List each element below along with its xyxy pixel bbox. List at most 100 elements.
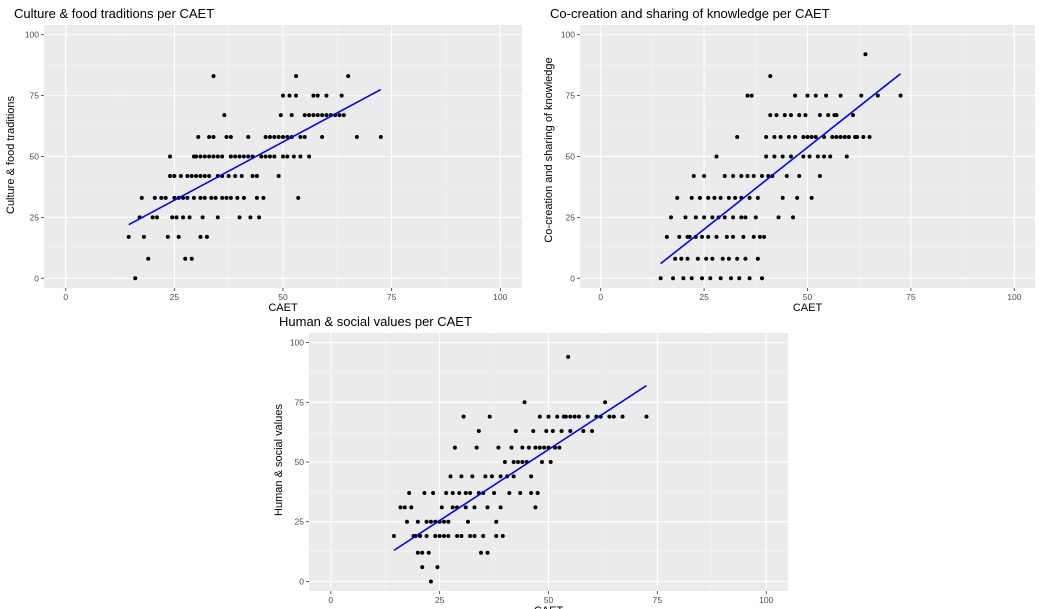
- data-point: [875, 93, 880, 98]
- data-point: [793, 93, 798, 98]
- data-point: [687, 234, 692, 239]
- data-point: [485, 505, 490, 510]
- data-point: [444, 491, 449, 496]
- chart-title: Human & social values per CAET: [279, 314, 472, 329]
- trend-line: [393, 384, 647, 552]
- data-point: [747, 276, 752, 281]
- data-point: [215, 215, 220, 220]
- data-point: [250, 173, 255, 178]
- x-tick-label: 25: [170, 292, 180, 302]
- data-point: [568, 414, 573, 419]
- data-point: [760, 173, 764, 178]
- data-point: [281, 135, 285, 140]
- data-point: [461, 414, 466, 419]
- data-point: [712, 195, 717, 200]
- x-tick-label: 75: [387, 292, 397, 302]
- data-point: [233, 154, 238, 159]
- data-point: [415, 550, 420, 555]
- data-point: [204, 234, 209, 239]
- data-point: [320, 113, 325, 118]
- data-point: [168, 173, 173, 178]
- data-point: [446, 534, 451, 539]
- data-point: [165, 234, 170, 239]
- data-point: [457, 491, 462, 496]
- data-point: [207, 173, 212, 178]
- data-point: [479, 550, 484, 555]
- data-point: [782, 113, 787, 118]
- data-point: [518, 491, 523, 496]
- y-tick-label: 25: [295, 517, 305, 527]
- data-point: [838, 135, 843, 140]
- y-tick-label: 75: [30, 91, 40, 101]
- data-point: [498, 474, 503, 479]
- data-point: [689, 276, 694, 281]
- y-tick-label: 25: [30, 212, 40, 222]
- y-tick-label: 75: [295, 397, 305, 407]
- data-point: [755, 195, 760, 200]
- data-point: [572, 414, 577, 419]
- data-point: [718, 276, 723, 281]
- y-tick-label: 75: [566, 91, 576, 101]
- data-point: [302, 135, 307, 140]
- data-point: [433, 534, 438, 539]
- data-point: [224, 135, 229, 140]
- data-point: [762, 234, 767, 239]
- data-point: [272, 135, 277, 140]
- data-point: [695, 256, 700, 261]
- data-point: [714, 154, 719, 159]
- data-point: [189, 256, 194, 261]
- data-point: [146, 256, 151, 261]
- data-point: [191, 195, 196, 200]
- data-point: [237, 154, 242, 159]
- y-tick-label: 100: [25, 30, 39, 40]
- data-point: [563, 414, 568, 419]
- data-point: [590, 428, 595, 433]
- data-point: [483, 474, 488, 479]
- x-axis-label: CAET: [534, 605, 564, 609]
- data-point: [420, 550, 425, 555]
- data-point: [733, 195, 738, 200]
- data-point: [481, 534, 486, 539]
- trend-line: [128, 88, 382, 226]
- y-tick-label: 0: [570, 273, 575, 283]
- data-point: [418, 534, 423, 539]
- data-point: [289, 113, 294, 118]
- chart-title: Culture & food traditions per CAET: [14, 6, 214, 21]
- data-point: [679, 256, 684, 261]
- data-point: [620, 414, 625, 419]
- data-point: [185, 195, 190, 200]
- data-point: [420, 565, 425, 570]
- y-tick-label: 100: [561, 30, 575, 40]
- data-point: [263, 135, 268, 140]
- data-point: [426, 550, 431, 555]
- data-point: [163, 195, 168, 200]
- data-point: [133, 276, 138, 281]
- data-point: [324, 113, 329, 118]
- data-point: [731, 215, 736, 220]
- data-point: [307, 154, 312, 159]
- data-point: [706, 234, 711, 239]
- data-point: [424, 534, 429, 539]
- y-axis-label: Co-creation and sharing of knowledge: [543, 57, 555, 242]
- data-point: [751, 234, 756, 239]
- data-point: [537, 414, 542, 419]
- data-point: [391, 534, 396, 539]
- data-point: [529, 474, 534, 479]
- data-point: [446, 519, 451, 524]
- data-point: [677, 234, 682, 239]
- data-point: [494, 519, 499, 524]
- x-tick-label: 50: [544, 595, 554, 605]
- data-point: [828, 154, 833, 159]
- data-point: [315, 113, 320, 118]
- data-point: [722, 215, 727, 220]
- data-point: [788, 113, 793, 118]
- x-tick-label: 50: [803, 292, 813, 302]
- data-point: [472, 505, 477, 510]
- data-point: [198, 234, 203, 239]
- data-point: [311, 113, 316, 118]
- data-point: [702, 215, 707, 220]
- data-point: [801, 135, 806, 140]
- data-point: [544, 428, 549, 433]
- data-point: [749, 93, 754, 98]
- data-point: [675, 195, 680, 200]
